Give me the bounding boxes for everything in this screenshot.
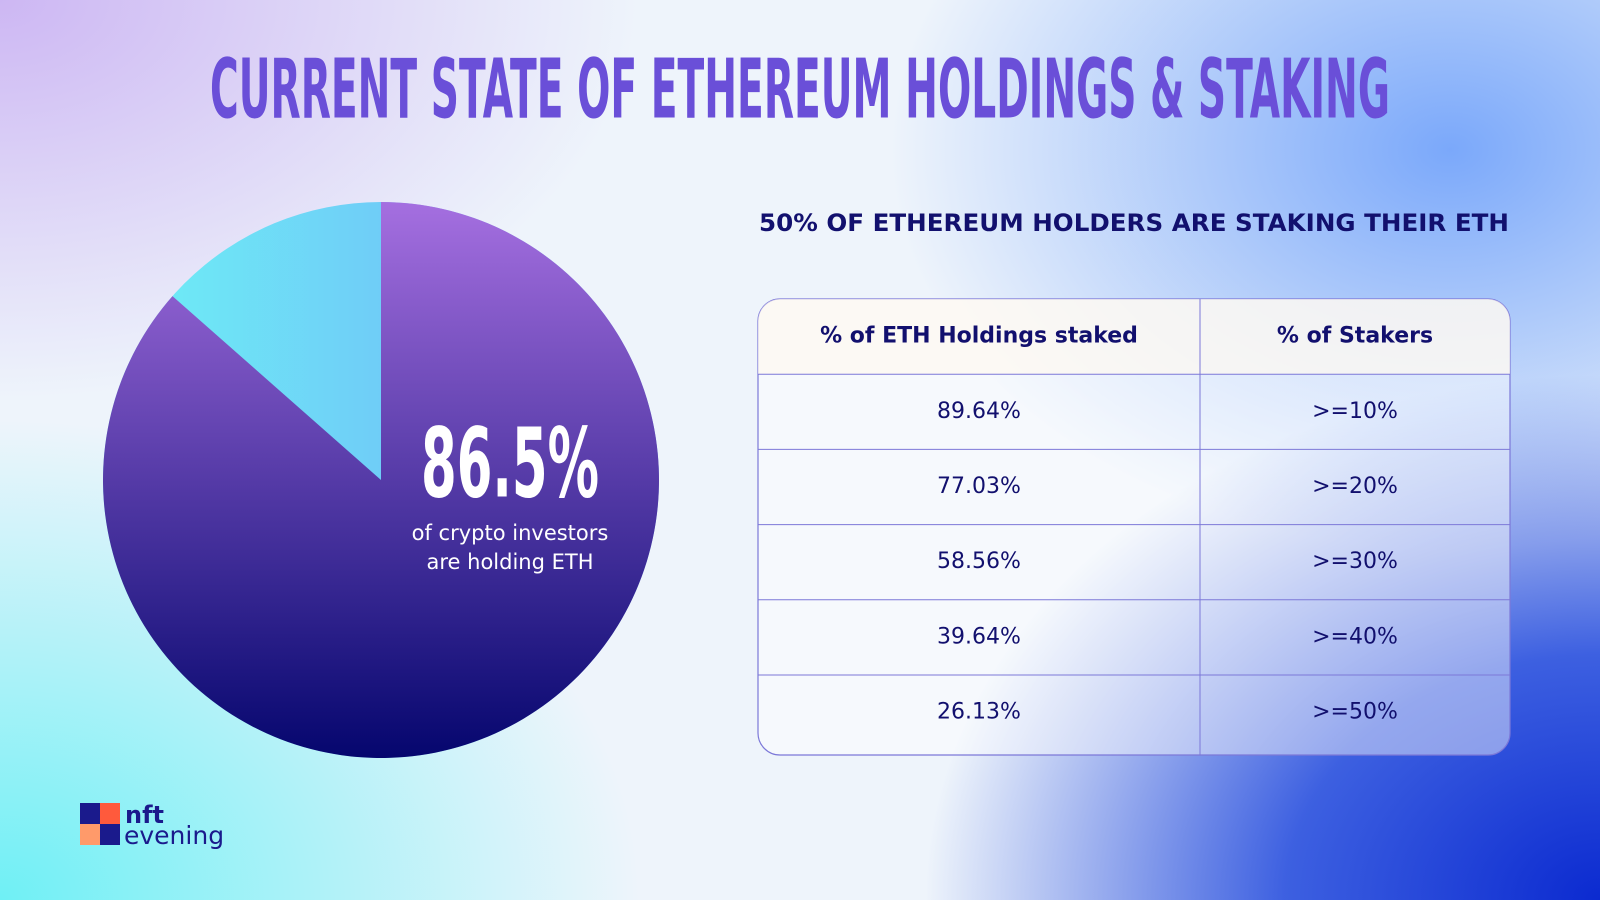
table-header-cell: % of Stakers bbox=[1277, 324, 1433, 349]
table-cell: 89.64% bbox=[937, 399, 1021, 424]
table-cell: >=10% bbox=[1312, 399, 1398, 424]
logo-text: evening bbox=[124, 821, 224, 850]
table-cell: 58.56% bbox=[937, 549, 1021, 574]
table-header-bg bbox=[758, 299, 1510, 374]
pie bbox=[102, 202, 660, 759]
logo-text: nft bbox=[125, 801, 164, 829]
table-cell: 77.03% bbox=[937, 474, 1021, 499]
table-cell: >=20% bbox=[1312, 474, 1398, 499]
logo: nft evening bbox=[80, 801, 224, 850]
table-cell: >=30% bbox=[1312, 549, 1398, 574]
logo-mark bbox=[100, 803, 120, 824]
logo-mark bbox=[80, 824, 100, 845]
table: % of ETH Holdings staked % of Stakers 89.6… bbox=[757, 298, 1511, 756]
table-title: 50% OF ETHEREUM HOLDERS ARE STAKING THEI… bbox=[759, 209, 1509, 237]
table-cell: 26.13% bbox=[937, 700, 1021, 725]
table-cell: 39.64% bbox=[937, 624, 1021, 649]
pie-caption: are holding ETH bbox=[427, 550, 594, 574]
page-title: CURRENT STATE OF ETHEREUM HOLDINGS & STA… bbox=[210, 42, 1390, 137]
pie-slice bbox=[102, 202, 660, 759]
pie-value-label: 86.5% bbox=[421, 407, 599, 519]
pie-caption: of crypto investors bbox=[412, 521, 609, 545]
table-cell: >=50% bbox=[1312, 700, 1398, 725]
table-cell: >=40% bbox=[1312, 624, 1398, 649]
table-header-cell: % of ETH Holdings staked bbox=[820, 324, 1138, 349]
